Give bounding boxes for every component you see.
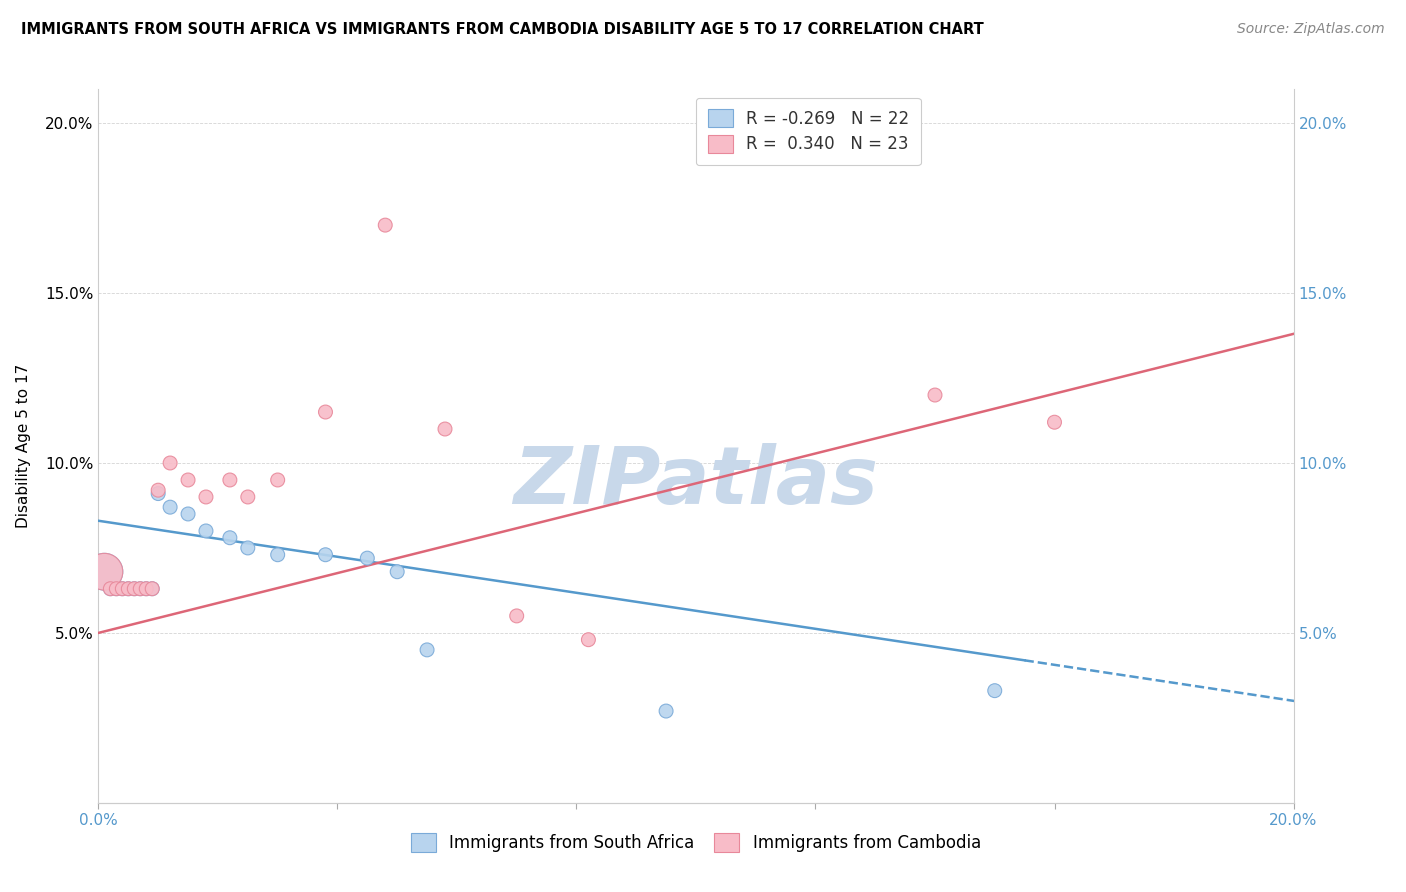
Point bbox=[195, 490, 218, 504]
Point bbox=[98, 582, 122, 596]
Point bbox=[416, 643, 439, 657]
Point bbox=[117, 582, 139, 596]
Point bbox=[315, 405, 337, 419]
Point bbox=[434, 422, 457, 436]
Point bbox=[159, 456, 181, 470]
Point bbox=[195, 524, 218, 538]
Point bbox=[219, 473, 242, 487]
Point bbox=[93, 565, 115, 579]
Legend: Immigrants from South Africa, Immigrants from Cambodia: Immigrants from South Africa, Immigrants… bbox=[404, 827, 988, 859]
Point bbox=[105, 582, 128, 596]
Point bbox=[177, 473, 200, 487]
Point bbox=[236, 541, 259, 555]
Point bbox=[1043, 415, 1066, 429]
Point bbox=[135, 582, 157, 596]
Point bbox=[93, 565, 115, 579]
Point bbox=[98, 582, 122, 596]
Point bbox=[984, 683, 1007, 698]
Point bbox=[105, 582, 128, 596]
Point bbox=[267, 473, 290, 487]
Point bbox=[141, 582, 163, 596]
Point bbox=[385, 565, 409, 579]
Point bbox=[655, 704, 678, 718]
Point bbox=[117, 582, 139, 596]
Text: Source: ZipAtlas.com: Source: ZipAtlas.com bbox=[1237, 22, 1385, 37]
Point bbox=[148, 483, 170, 498]
Point bbox=[129, 582, 152, 596]
Point bbox=[124, 582, 146, 596]
Point bbox=[135, 582, 157, 596]
Point bbox=[111, 582, 134, 596]
Point bbox=[148, 486, 170, 500]
Point bbox=[159, 500, 181, 515]
Point bbox=[315, 548, 337, 562]
Point bbox=[236, 490, 259, 504]
Point bbox=[177, 507, 200, 521]
Point bbox=[374, 218, 396, 232]
Point bbox=[111, 582, 134, 596]
Point bbox=[924, 388, 946, 402]
Text: IMMIGRANTS FROM SOUTH AFRICA VS IMMIGRANTS FROM CAMBODIA DISABILITY AGE 5 TO 17 : IMMIGRANTS FROM SOUTH AFRICA VS IMMIGRAN… bbox=[21, 22, 984, 37]
Point bbox=[267, 548, 290, 562]
Point bbox=[356, 551, 378, 566]
Point bbox=[129, 582, 152, 596]
Point bbox=[124, 582, 146, 596]
Y-axis label: Disability Age 5 to 17: Disability Age 5 to 17 bbox=[17, 364, 31, 528]
Point bbox=[141, 582, 163, 596]
Text: ZIPatlas: ZIPatlas bbox=[513, 442, 879, 521]
Point bbox=[578, 632, 600, 647]
Point bbox=[219, 531, 242, 545]
Point bbox=[506, 608, 529, 623]
